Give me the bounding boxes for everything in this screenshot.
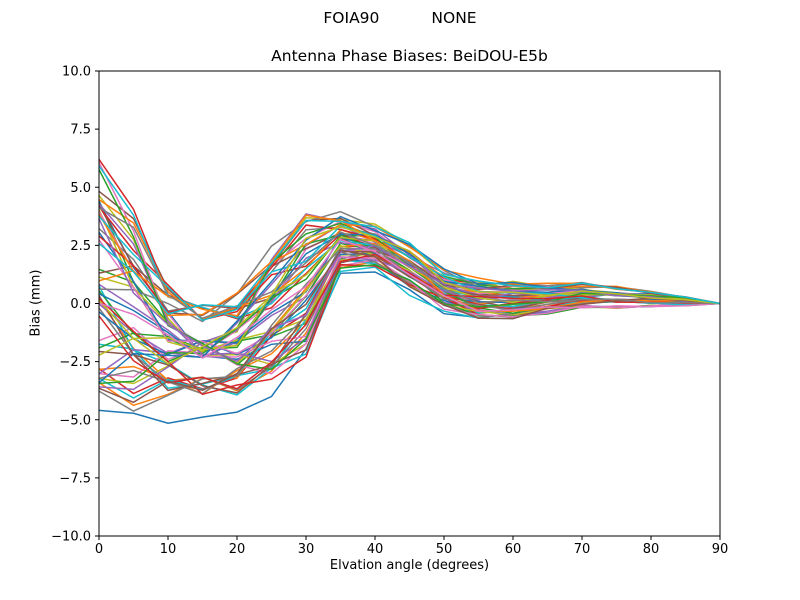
y-tick-label: 10.0: [62, 65, 91, 80]
bias-line: [98, 242, 721, 353]
x-tick-label: 80: [643, 542, 660, 557]
suptitle-right-text: NONE: [431, 9, 477, 27]
x-tick-label: 90: [712, 542, 729, 557]
bias-line: [98, 253, 721, 390]
bias-line: [98, 219, 721, 315]
x-tick-label: 40: [367, 542, 384, 557]
y-tick-label: 2.5: [70, 239, 91, 254]
bias-line: [98, 226, 721, 365]
bias-line: [98, 254, 721, 394]
x-tick-label: 0: [95, 542, 103, 557]
y-tick-label: −10.0: [51, 530, 91, 545]
chart-title: Antenna Phase Biases: BeiDOU-E5b: [271, 47, 548, 65]
y-tick-label: 0.0: [70, 297, 91, 312]
bias-line: [98, 241, 721, 355]
y-tick-label: 5.0: [70, 181, 91, 196]
x-tick-label: 10: [160, 542, 177, 557]
bias-lines-group: [98, 158, 721, 424]
y-tick-label: −2.5: [59, 355, 91, 370]
y-tick-label: 7.5: [70, 123, 91, 138]
y-tick-label: −5.0: [59, 413, 91, 428]
bias-line: [98, 263, 721, 396]
figure-suptitle: FOIA90 NONE: [0, 9, 800, 27]
bias-line: [98, 258, 721, 389]
x-axis-label: Elvation angle (degrees): [329, 558, 490, 573]
bias-line: [98, 249, 721, 404]
bias-line: [98, 239, 721, 355]
y-tick-label: −7.5: [59, 471, 91, 486]
x-tick-label: 30: [298, 542, 315, 557]
bias-line: [98, 226, 721, 312]
x-tick-label: 70: [574, 542, 591, 557]
bias-line: [98, 207, 721, 320]
x-tick-label: 60: [505, 542, 522, 557]
suptitle-left-text: FOIA90: [323, 9, 380, 27]
bias-line: [98, 238, 721, 359]
x-tick-label: 20: [229, 542, 246, 557]
x-tick-label: 50: [436, 542, 453, 557]
